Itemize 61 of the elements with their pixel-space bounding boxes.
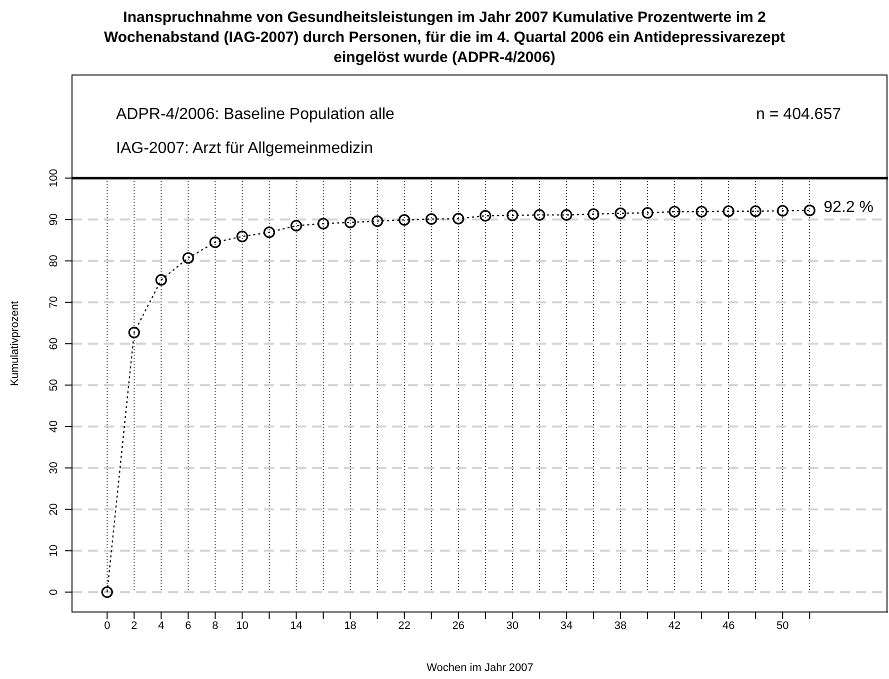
point — [452, 212, 464, 224]
x-tick-label: 4 — [158, 620, 164, 632]
y-tick-label: 40 — [48, 420, 60, 433]
point — [480, 210, 492, 222]
point — [776, 205, 788, 217]
x-tick-label: 2 — [131, 620, 138, 632]
annotation: 92.2 % — [824, 199, 874, 218]
point — [263, 226, 276, 238]
y-tick-label: 100 — [48, 168, 60, 188]
y-tick-label: 20 — [48, 503, 60, 516]
chart-title: Inanspruchnahme von Gesundheitsleistungen im Jahr 2007 Kumulative Prozentwerte im 2 Wochenabstand (IAG-2007) durch Personen, für die im 4. Quartal 2006 ein Antidepressivarezept eingelöst wurde (ADPR-4/2006) — [102, 8, 786, 68]
x-tick-label: 30 — [506, 620, 519, 632]
point — [534, 209, 546, 221]
y-tick-label: 30 — [48, 462, 60, 474]
point — [668, 206, 680, 218]
x-tick-label: 34 — [560, 620, 573, 632]
annotation: IAG-2007: Arzt für Allgemeinmedizin — [116, 140, 374, 158]
y-tick-label: 90 — [48, 213, 60, 226]
point — [560, 209, 572, 221]
point — [182, 252, 194, 264]
x-tick-label: 26 — [452, 620, 465, 632]
x-tick-label: 22 — [398, 620, 410, 632]
y-tick-label: 60 — [48, 338, 60, 350]
y-tick-label: 80 — [48, 254, 60, 268]
x-tick-label: 18 — [344, 620, 356, 632]
point — [614, 207, 626, 220]
point — [155, 274, 167, 286]
point — [209, 236, 222, 248]
x-tick-label: 50 — [776, 620, 789, 632]
annotation: n = 404.657 — [756, 106, 841, 124]
point — [344, 216, 356, 228]
x-tick-label: 0 — [104, 620, 110, 632]
y-tick-label: 10 — [48, 544, 60, 557]
x-tick-label: 6 — [185, 620, 192, 632]
point — [750, 205, 762, 218]
point — [426, 213, 438, 225]
x-tick-label: 14 — [290, 620, 302, 632]
point — [642, 207, 654, 219]
point — [317, 218, 330, 230]
y-tick-label: 0 — [48, 589, 60, 596]
point — [588, 208, 600, 220]
x-tick-label: 46 — [722, 620, 735, 632]
annotation: ADPR-4/2006: Baseline Population alle — [116, 106, 394, 124]
point — [804, 204, 816, 216]
point — [506, 210, 518, 222]
y-tick-label: 50 — [48, 378, 60, 392]
y-tick-label: 70 — [48, 296, 60, 308]
point — [128, 326, 140, 338]
point — [290, 220, 302, 232]
x-axis-title: Wochen im Jahr 2007 — [426, 662, 534, 674]
point — [722, 205, 734, 218]
point — [398, 214, 410, 226]
point — [236, 230, 248, 242]
point — [372, 215, 384, 227]
x-tick-label: 10 — [236, 620, 248, 632]
point — [696, 206, 708, 218]
x-tick-label: 38 — [614, 620, 627, 632]
point — [101, 586, 113, 598]
y-axis-title: Kumulativprozent — [8, 301, 21, 386]
x-tick-label: 8 — [212, 620, 218, 632]
x-tick-label: 42 — [668, 620, 681, 632]
